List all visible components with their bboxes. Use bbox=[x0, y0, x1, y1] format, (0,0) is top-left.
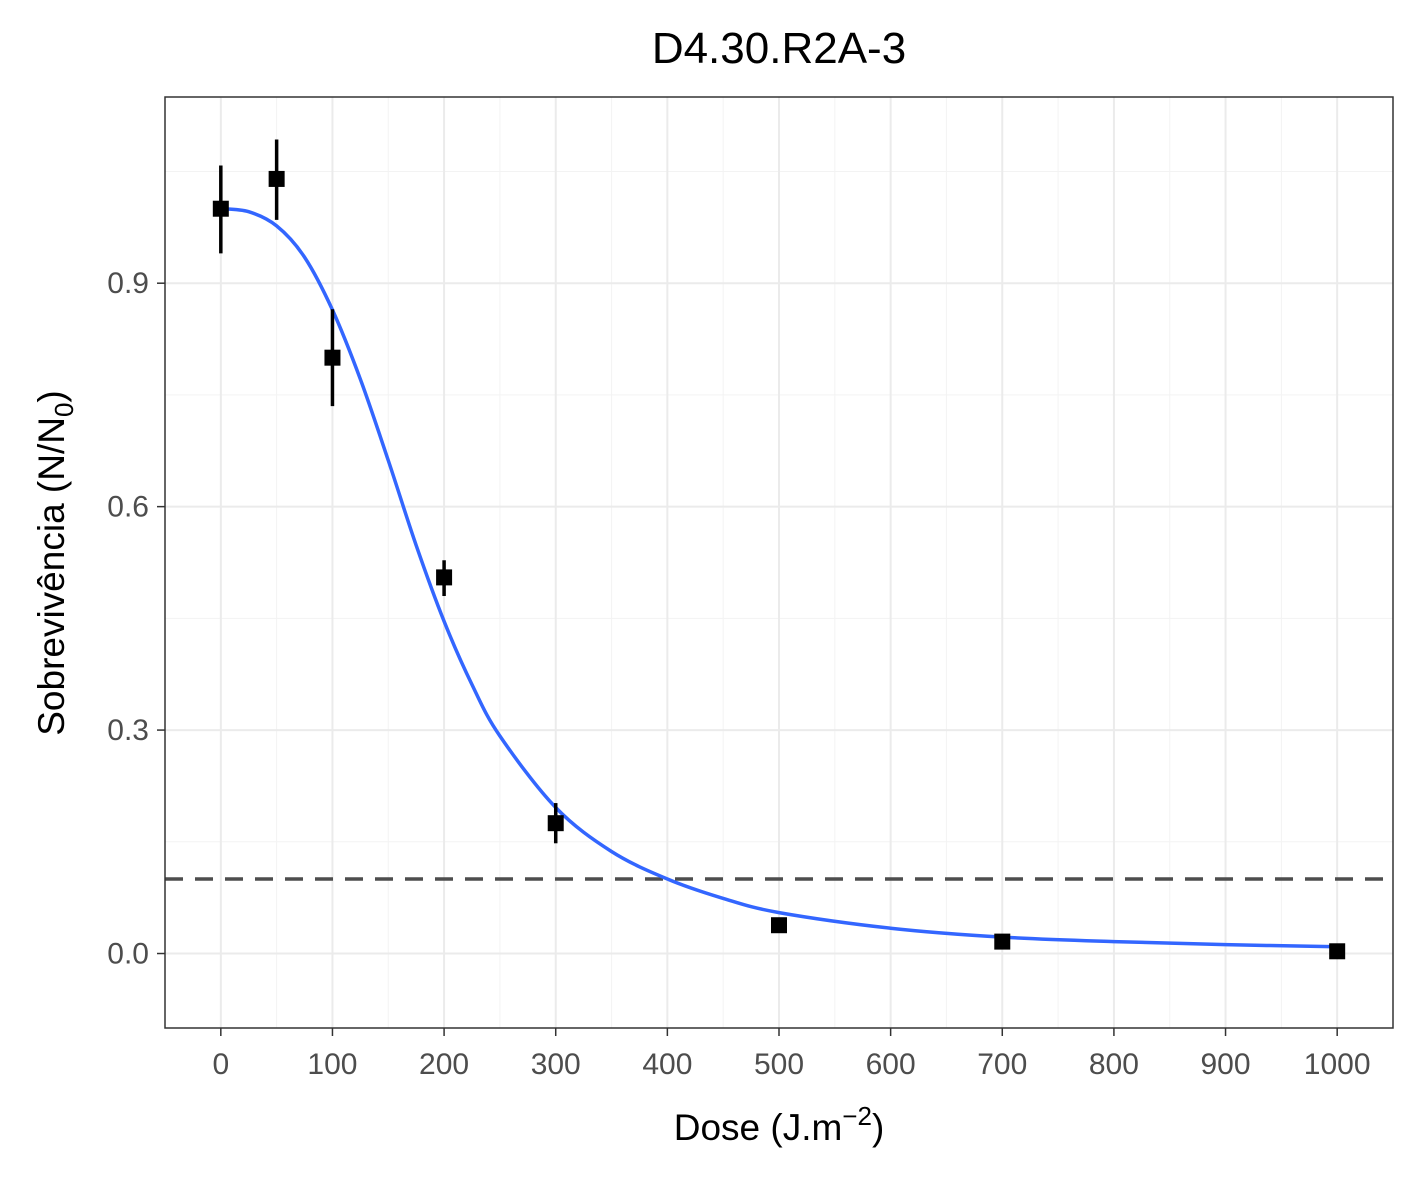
x-tick-label: 500 bbox=[754, 1048, 804, 1081]
x-tick-label: 800 bbox=[1089, 1048, 1139, 1081]
data-point-group bbox=[324, 309, 341, 407]
y-tick-label: 0.0 bbox=[107, 938, 149, 971]
chart-title: D4.30.R2A-3 bbox=[652, 24, 906, 73]
x-tick-label: 0 bbox=[212, 1048, 229, 1081]
data-point bbox=[268, 170, 285, 187]
x-axis: 0 100 200 300 400 500 600 700 800 900 1000 bbox=[212, 1028, 1371, 1081]
x-tick-label: 100 bbox=[307, 1048, 357, 1081]
x-axis-title-superscript: −2 bbox=[842, 1101, 872, 1131]
y-tick-label: 0.9 bbox=[107, 267, 149, 300]
x-tick-label: 600 bbox=[866, 1048, 916, 1081]
data-point-group bbox=[436, 560, 453, 597]
x-tick-label: 400 bbox=[642, 1048, 692, 1081]
y-tick-label: 0.6 bbox=[107, 491, 149, 524]
data-point bbox=[436, 569, 453, 586]
y-axis-title: Sobrevivência (N/N0) bbox=[31, 390, 79, 736]
x-tick-label: 1000 bbox=[1304, 1048, 1371, 1081]
data-point-group bbox=[212, 165, 229, 254]
data-point bbox=[324, 349, 341, 366]
x-axis-title: Dose (J.m−2) bbox=[674, 1101, 885, 1148]
data-point bbox=[771, 917, 787, 934]
y-axis-title-tail: ) bbox=[31, 390, 72, 402]
x-axis-title-tail: ) bbox=[872, 1107, 884, 1148]
data-point-group bbox=[547, 803, 564, 844]
x-tick-label: 300 bbox=[531, 1048, 581, 1081]
x-tick-label: 700 bbox=[977, 1048, 1027, 1081]
y-tick-label: 0.3 bbox=[107, 714, 149, 747]
data-points-layer bbox=[212, 139, 1346, 960]
data-point bbox=[1329, 943, 1346, 960]
y-axis-title-subscript: 0 bbox=[49, 403, 79, 417]
data-point-group bbox=[771, 917, 787, 934]
data-point-group bbox=[994, 933, 1011, 950]
x-tick-label: 200 bbox=[419, 1048, 469, 1081]
data-point-group bbox=[268, 139, 285, 220]
data-point bbox=[212, 200, 229, 217]
data-point bbox=[547, 815, 564, 832]
y-axis-title-main: Sobrevivência (N/N bbox=[31, 417, 72, 736]
data-point bbox=[994, 933, 1011, 950]
x-axis-title-main: Dose (J.m bbox=[674, 1107, 843, 1148]
x-tick-label: 900 bbox=[1201, 1048, 1251, 1081]
y-axis: 0.0 0.3 0.6 0.9 bbox=[107, 267, 165, 971]
data-point-group bbox=[1329, 943, 1346, 960]
